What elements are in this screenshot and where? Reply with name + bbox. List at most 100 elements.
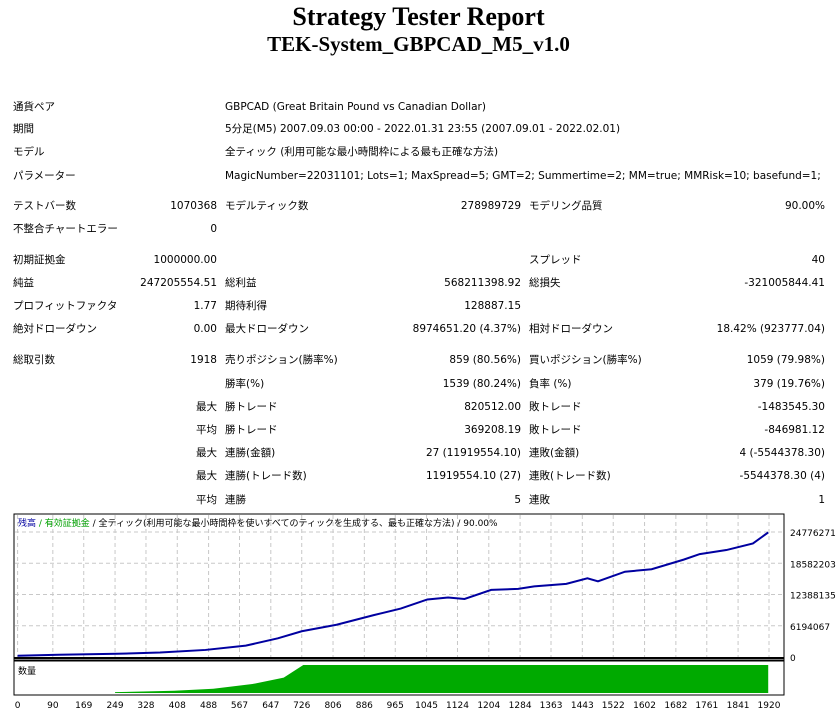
y-tick-label: 24776271	[790, 529, 836, 539]
x-tick-label: 1682	[664, 701, 687, 711]
stat-label: プロフィットファクタ	[13, 300, 118, 312]
report-title: Strategy Tester Report	[292, 2, 545, 31]
stat-label: 連勝(金額)	[225, 447, 276, 459]
x-tick-label: 1522	[602, 701, 625, 711]
x-tick-label: 806	[324, 701, 341, 711]
stat-value: 278989729	[460, 200, 521, 212]
info-value: GBPCAD (Great Britain Pound vs Canadian …	[225, 101, 486, 113]
stat-label: 絶対ドローダウン	[13, 323, 97, 335]
stat-value: -1483545.30	[757, 401, 825, 413]
x-tick-label: 886	[356, 701, 373, 711]
info-value: 5分足(M5) 2007.09.03 00:00 - 2022.01.31 23…	[225, 123, 621, 135]
stat-label: 純益	[13, 277, 34, 289]
legend-item: / 90.00%	[455, 519, 499, 529]
stat-label: 勝トレード	[225, 401, 278, 413]
legend-item: / 全ティック(利用可能な最小時間枠を使いすべてのティックを生成する、最も正確な…	[90, 517, 455, 529]
stat-value: 27 (11919554.10)	[425, 447, 521, 459]
stat-value: 90.00%	[784, 200, 825, 212]
y-tick-label: 12388135	[790, 592, 836, 602]
info-value: 全ティック (利用可能な最小時間枠による最も正確な方法)	[225, 146, 499, 158]
stat-value: 128887.15	[464, 300, 521, 312]
x-tick-label: 726	[293, 701, 310, 711]
stat-label: 連勝(トレード数)	[225, 470, 307, 482]
x-tick-label: 408	[169, 701, 186, 711]
x-tick-label: 0	[15, 701, 21, 711]
stat-value: 1539 (80.24%)	[442, 378, 521, 390]
stat-value: 18.42% (923777.04)	[716, 323, 825, 335]
stat-value: 0	[210, 223, 217, 235]
stat-label: 最大ドローダウン	[225, 323, 309, 335]
info-value: MagicNumber=22031101; Lots=1; MaxSpread=…	[225, 170, 821, 182]
info-label: 通貨ペア	[13, 101, 55, 113]
stat-value: 5	[514, 494, 521, 506]
stat-value: 379 (19.76%)	[753, 378, 825, 390]
stat-label: 不整合チャートエラー	[13, 223, 118, 235]
stat-value: -5544378.30 (4)	[739, 470, 825, 482]
volume-label: 数量	[18, 665, 36, 677]
x-tick-label: 1920	[758, 701, 781, 711]
stat-label: 勝トレード	[225, 424, 278, 436]
legend-item: 残高	[18, 517, 36, 529]
stat-label: 連敗(トレード数)	[529, 470, 611, 482]
stat-label: モデリング品質	[529, 200, 603, 212]
stat-label: テストバー数	[13, 200, 76, 212]
stat-label: 最大	[196, 401, 217, 413]
stat-label: スプレッド	[529, 254, 582, 266]
stat-label: 総取引数	[13, 354, 55, 366]
stat-value: 820512.00	[464, 401, 521, 413]
info-label: 期間	[13, 123, 34, 135]
stat-value: 1000000.00	[153, 254, 217, 266]
y-tick-label: 6194067	[790, 623, 830, 633]
stat-label: 平均	[196, 494, 217, 506]
stat-label: 平均	[196, 424, 217, 436]
stat-value: 11919554.10 (27)	[425, 470, 521, 482]
x-tick-label: 1284	[509, 701, 532, 711]
x-tick-label: 249	[106, 701, 123, 711]
stat-label: 最大	[196, 447, 217, 459]
equity-chart: 0 90 169 249 328 408 488 567 647 726 806 886 965 1045…	[13, 513, 836, 711]
x-tick-label: 328	[137, 701, 154, 711]
stat-value: 40	[811, 254, 825, 266]
x-tick-label: 567	[231, 701, 248, 711]
stat-label: 初期証拠金	[13, 254, 66, 266]
stat-label: 相対ドローダウン	[529, 323, 613, 335]
stat-value: 369208.19	[464, 424, 521, 436]
info-label: モデル	[13, 146, 45, 158]
stat-value: 1.77	[193, 300, 217, 312]
x-tick-label: 1204	[477, 701, 500, 711]
plot-frame	[13, 513, 785, 661]
stat-label: 期待利得	[225, 300, 267, 312]
x-tick-label: 1841	[727, 701, 750, 711]
stat-value: 247205554.51	[140, 277, 217, 289]
x-tick-label: 1602	[633, 701, 656, 711]
chart-legend: 残高 / 有効証拠金 / 全ティック(利用可能な最小時間枠を使いすべてのティック…	[18, 517, 498, 529]
x-tick-label: 1124	[446, 701, 469, 711]
x-tick-label: 1045	[415, 701, 438, 711]
x-tick-label: 1443	[571, 701, 594, 711]
y-tick-label: 0	[790, 654, 796, 664]
stat-value: 0.00	[193, 323, 217, 335]
report-subtitle: TEK-System_GBPCAD_M5_v1.0	[267, 32, 570, 56]
stat-label: 最大	[196, 470, 217, 482]
x-tick-label: 169	[75, 701, 92, 711]
stat-label: 連勝	[225, 494, 246, 506]
stat-value: -846981.12	[764, 424, 825, 436]
stat-label: 総損失	[529, 277, 561, 289]
stat-value: -321005844.41	[744, 277, 825, 289]
x-tick-label: 965	[387, 701, 404, 711]
x-tick-label: 1761	[695, 701, 718, 711]
stat-label: モデルティック数	[225, 200, 309, 212]
stat-label: 連敗(金額)	[529, 447, 580, 459]
stat-label: 連敗	[529, 494, 550, 506]
volume-area	[115, 665, 769, 693]
stat-value: 1059 (79.98%)	[746, 354, 825, 366]
stat-label: 敗トレード	[529, 424, 582, 436]
y-tick-label: 18582203	[790, 560, 836, 570]
stat-label: 勝率(%)	[225, 378, 265, 390]
x-tick-label: 90	[47, 701, 59, 711]
stat-label: 売りポジション(勝率%)	[225, 354, 338, 366]
stat-label: 買いポジション(勝率%)	[529, 354, 642, 366]
stat-value: 859 (80.56%)	[449, 354, 521, 366]
stat-label: 敗トレード	[529, 401, 582, 413]
balance-line	[17, 531, 769, 657]
